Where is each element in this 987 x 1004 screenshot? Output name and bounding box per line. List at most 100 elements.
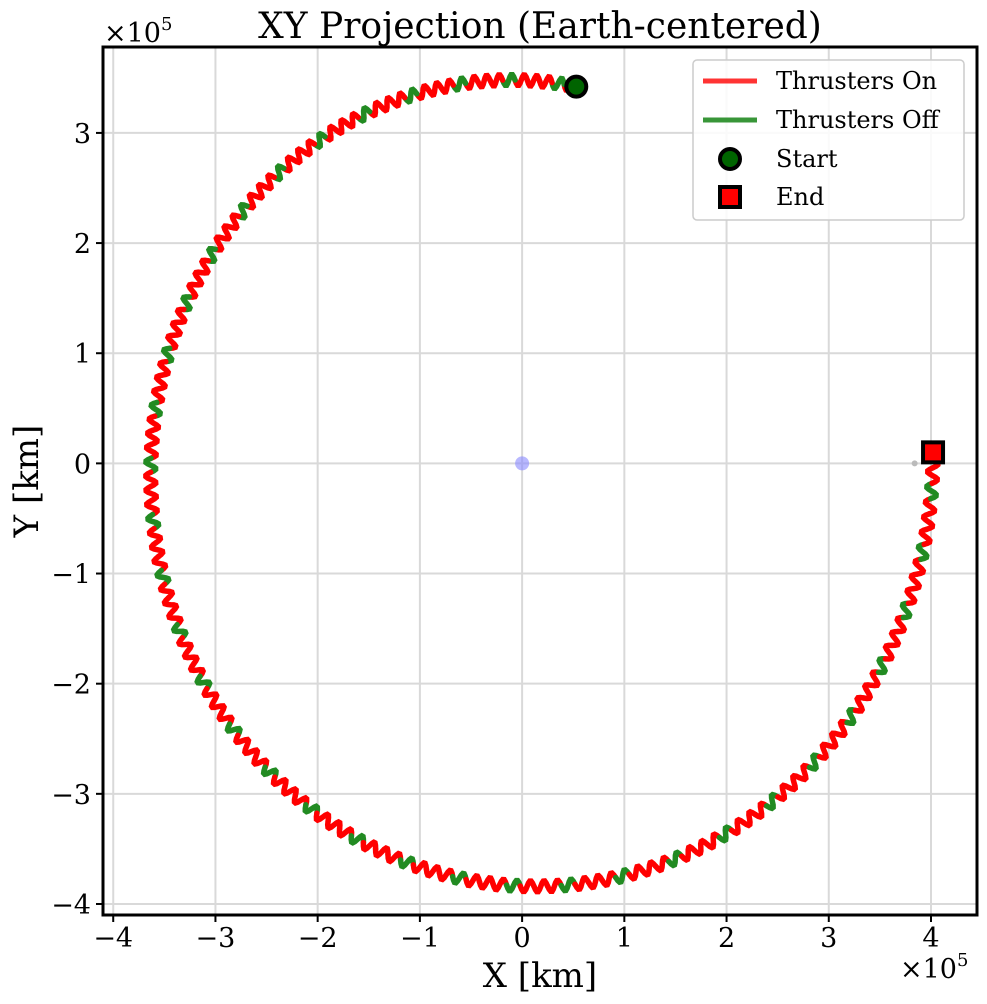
thrusters-off-segment <box>915 541 930 562</box>
thrusters-off-segment <box>397 855 417 870</box>
thrusters-off-segment <box>143 455 159 476</box>
thrusters-on-segment <box>146 413 162 433</box>
thrusters-on-segment <box>740 808 759 829</box>
thrusters-on-segment <box>333 116 350 137</box>
thrusters-off-segment <box>449 870 469 886</box>
x-tick-label: 4 <box>922 923 939 954</box>
thrusters-on-segment <box>626 863 646 882</box>
thrusters-on-segment <box>835 718 850 739</box>
y-tick-label: 1 <box>74 339 91 370</box>
svg-text:×105: ×105 <box>104 14 172 49</box>
thrusters-off-segment <box>924 480 939 502</box>
legend-end-label: End <box>776 183 824 211</box>
thrusters-off-segment <box>224 721 243 739</box>
thrusters-on-segment <box>796 762 813 783</box>
x-tick-label: −1 <box>400 923 440 954</box>
thrusters-on-segment <box>816 741 832 761</box>
thrusters-on-segment <box>517 878 537 895</box>
thrusters-on-segment <box>572 874 592 893</box>
thrusters-on-segment <box>251 754 270 771</box>
y-tick-label: 0 <box>74 449 91 480</box>
thrusters-off-segment <box>558 876 578 894</box>
start-marker <box>564 74 589 99</box>
thrusters-off-segment <box>160 345 175 365</box>
x-multiplier-base: ×10 <box>900 954 957 985</box>
chart-title: XY Projection (Earth-centered) <box>258 6 822 47</box>
thrusters-off-segment <box>235 201 250 221</box>
y-multiplier: ×105 <box>104 14 172 49</box>
thrusters-on-segment <box>860 682 875 702</box>
thrusters-on-segment <box>181 648 200 667</box>
x-tick-label: 0 <box>514 923 531 954</box>
thrusters-on-segment <box>143 497 160 518</box>
thrusters-on-segment <box>153 372 168 392</box>
thrusters-off-segment <box>549 75 567 92</box>
thrusters-off-segment <box>302 802 321 816</box>
y-tick-label: −2 <box>51 670 91 701</box>
thrusters-on-segment <box>704 831 723 851</box>
thrusters-on-segment <box>216 709 235 727</box>
thrusters-on-segment <box>385 850 404 865</box>
legend-box <box>692 59 965 221</box>
thrusters-on-segment <box>912 556 927 577</box>
thrusters-on-segment <box>487 72 506 89</box>
moon-marker <box>911 460 918 467</box>
thrusters-off-segment <box>763 791 781 812</box>
thrusters-off-segment <box>148 399 164 420</box>
thrusters-on-segment <box>227 212 242 231</box>
thrusters-on-segment <box>378 94 396 114</box>
thrusters-off-segment <box>260 764 279 780</box>
thrusters-on-segment <box>888 628 902 649</box>
thrusters-on-segment <box>148 539 166 560</box>
x-tick-label: −3 <box>196 923 236 954</box>
earth-marker <box>515 456 530 471</box>
markers <box>515 74 946 471</box>
thrusters-off-segment <box>875 656 889 676</box>
thrusters-on-segment <box>281 154 297 174</box>
trajectory <box>143 72 941 895</box>
thrusters-on-segment <box>490 876 510 893</box>
thrusters-on-segment <box>544 877 565 895</box>
thrusters-on-segment <box>336 826 355 839</box>
legend-thrusters-off-label: Thrusters Off <box>776 106 941 134</box>
thrusters-on-segment <box>372 844 391 859</box>
thrusters-on-segment <box>291 793 310 808</box>
thrusters-on-segment <box>679 843 698 864</box>
thrusters-on-segment <box>922 495 938 517</box>
thrusters-on-segment <box>639 859 659 878</box>
legend-start-label: Start <box>776 145 838 173</box>
thrusters-off-segment <box>499 72 518 89</box>
thrusters-on-segment <box>360 839 379 853</box>
thrusters-on-segment <box>652 854 672 874</box>
thrusters-on-segment <box>281 784 299 799</box>
thrusters-on-segment <box>920 511 936 532</box>
y-tick-label: 2 <box>74 229 91 260</box>
thrusters-on-segment <box>175 635 194 654</box>
y-tick-label: −3 <box>51 780 91 811</box>
thrusters-on-segment <box>691 837 710 858</box>
thrusters-on-segment <box>157 581 176 601</box>
x-multiplier: ×105 <box>900 950 968 985</box>
thrusters-off-segment <box>503 877 524 894</box>
thrusters-off-segment <box>716 824 735 844</box>
thrusters-on-segment <box>201 685 220 704</box>
thrusters-on-segment <box>390 90 408 109</box>
thrusters-off-segment <box>180 294 193 313</box>
thrusters-on-segment <box>143 469 159 490</box>
thrusters-on-segment <box>462 73 481 91</box>
thrusters-off-segment <box>355 105 373 124</box>
thrusters-on-segment <box>904 585 918 606</box>
thrusters-on-segment <box>313 810 332 824</box>
thrusters-on-segment <box>868 669 882 689</box>
thrusters-on-segment <box>219 223 234 242</box>
thrusters-off-segment <box>401 86 420 105</box>
thrusters-on-segment <box>290 146 307 166</box>
y-tick-label: −4 <box>51 890 91 921</box>
thrusters-off-segment <box>205 245 219 265</box>
thrusters-on-segment <box>151 553 169 574</box>
y-multiplier-exp: 5 <box>161 14 172 35</box>
x-ticks: −4 −3 −2 −1 0 1 2 3 4 <box>93 915 940 954</box>
thrusters-on-segment <box>143 483 160 504</box>
thrusters-on-segment <box>918 526 933 548</box>
y-multiplier-base: ×10 <box>104 18 161 49</box>
